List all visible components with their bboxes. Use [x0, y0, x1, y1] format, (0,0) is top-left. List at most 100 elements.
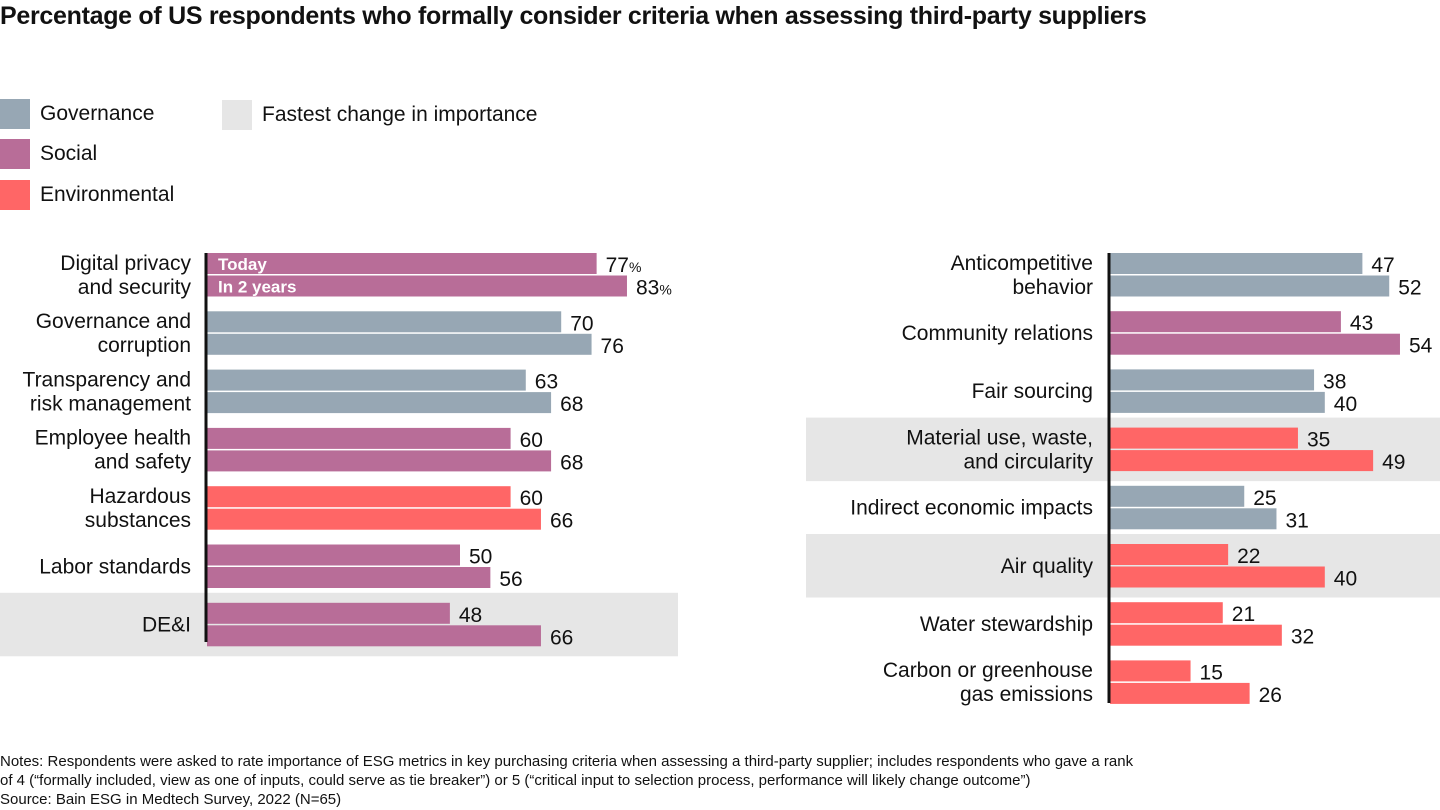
- category-label-line: Carbon or greenhouse: [883, 659, 1093, 682]
- legend-label-social: Social: [40, 142, 98, 165]
- category-label-transparency-and-risk-management: Transparency and risk management: [23, 368, 192, 415]
- bar-employee-health-and-safety-in-2-years: [207, 450, 552, 472]
- category-label-governance-and-corruption: Governance and corruption: [36, 310, 191, 357]
- bar-labor-standards-in-2-years: [207, 567, 491, 588]
- value-label-labor-standards-today: 50: [469, 546, 492, 569]
- category-label-de-i: DE&I: [142, 614, 191, 637]
- category-label-line: Digital privacy: [60, 252, 191, 275]
- category-label-line: Governance and: [36, 310, 191, 333]
- bar-water-stewardship-today: [1110, 602, 1223, 624]
- series-label-today: Today: [218, 255, 267, 274]
- bar-labor-standards-today: [207, 544, 460, 566]
- bar-transparency-and-risk-management-today: [207, 369, 526, 391]
- category-label-line: Material use, waste,: [906, 426, 1093, 449]
- bar-employee-health-and-safety-today: [207, 427, 511, 449]
- percent-sign: %: [629, 259, 641, 275]
- value-label-water-stewardship-in-2-years: 32: [1291, 626, 1314, 649]
- bar-hazardous-substances-in-2-years: [207, 508, 541, 530]
- value-label-transparency-and-risk-management-in-2-years: 68: [560, 393, 583, 416]
- bar-anticompetitive-behavior-in-2-years: [1110, 275, 1390, 297]
- legend-label-governance: Governance: [40, 102, 155, 125]
- category-label-line: Indirect economic impacts: [850, 497, 1093, 520]
- bar-digital-privacy-and-security-in-2-years: [207, 275, 627, 297]
- percent-sign: %: [659, 282, 671, 298]
- value-label-indirect-economic-impacts-today: 25: [1253, 487, 1276, 510]
- left-highlight-layer: [0, 592, 678, 657]
- category-label-line: Fair sourcing: [972, 380, 1093, 403]
- category-label-water-stewardship: Water stewardship: [920, 613, 1093, 636]
- legend-label-environmental: Environmental: [40, 183, 175, 206]
- value-label-fair-sourcing-today: 38: [1323, 370, 1346, 393]
- category-label-line: Community relations: [902, 322, 1093, 345]
- category-label-employee-health-and-safety: Employee health and safety: [35, 427, 192, 474]
- bar-water-stewardship-in-2-years: [1110, 624, 1282, 646]
- category-label-line: and security: [78, 276, 192, 299]
- value-label-material-use-waste-and-circularity-in-2-years: 49: [1382, 451, 1405, 474]
- category-label-line: and safety: [94, 451, 191, 474]
- category-label-line: substances: [85, 509, 191, 532]
- bar-carbon-or-greenhouse-gas-emissions-in-2-years: [1110, 682, 1250, 704]
- legend-label-fastest-change: Fastest change in importance: [262, 103, 538, 126]
- bar-fair-sourcing-today: [1110, 369, 1315, 391]
- bar-fair-sourcing-in-2-years: [1110, 391, 1325, 413]
- value-label-air-quality-in-2-years: 40: [1334, 568, 1357, 591]
- value-label-water-stewardship-today: 21: [1232, 603, 1255, 626]
- category-label-indirect-economic-impacts: Indirect economic impacts: [850, 497, 1093, 520]
- value-label-anticompetitive-behavior-in-2-years: 52: [1398, 277, 1421, 300]
- value-label-transparency-and-risk-management-today: 63: [535, 371, 558, 394]
- value-label-anticompetitive-behavior-today: 47: [1371, 254, 1394, 277]
- bar-air-quality-in-2-years: [1110, 566, 1325, 588]
- bar-digital-privacy-and-security-today: [207, 253, 597, 274]
- value-label-governance-and-corruption-in-2-years: 76: [601, 335, 624, 358]
- bar-governance-and-corruption-in-2-years: [207, 333, 592, 355]
- category-label-line: Labor standards: [39, 555, 191, 578]
- category-label-line: Transparency and: [23, 368, 191, 391]
- category-label-line: Air quality: [1001, 555, 1094, 578]
- category-label-line: behavior: [1012, 276, 1093, 299]
- value-label-community-relations-today: 43: [1350, 312, 1373, 335]
- value-label-fair-sourcing-in-2-years: 40: [1334, 393, 1357, 416]
- value-label-carbon-or-greenhouse-gas-emissions-in-2-years: 26: [1259, 684, 1282, 707]
- highlight-band-de-i: [0, 592, 678, 657]
- legend-swatch-environmental: [0, 180, 30, 210]
- legend-swatch-fastest-change: [222, 100, 252, 130]
- value-label-digital-privacy-and-security-today: 77%: [606, 254, 642, 277]
- value-label-indirect-economic-impacts-in-2-years: 31: [1285, 509, 1308, 532]
- category-label-line: Water stewardship: [920, 613, 1093, 636]
- bar-indirect-economic-impacts-in-2-years: [1110, 508, 1277, 530]
- value-label-labor-standards-in-2-years: 56: [499, 568, 522, 591]
- value-label-digital-privacy-and-security-in-2-years: 83%: [636, 277, 672, 300]
- legend-item-fastest-change: Fastest change in importance: [222, 100, 537, 130]
- value-label-air-quality-today: 22: [1237, 545, 1260, 568]
- value-label-material-use-waste-and-circularity-today: 35: [1307, 429, 1330, 452]
- value-label-governance-and-corruption-today: 70: [570, 312, 593, 335]
- category-label-anticompetitive-behavior: Anticompetitive behavior: [951, 252, 1093, 299]
- category-label-air-quality: Air quality: [1001, 555, 1094, 578]
- value-label-employee-health-and-safety-in-2-years: 68: [560, 451, 583, 474]
- category-label-line: corruption: [98, 334, 191, 357]
- bar-hazardous-substances-today: [207, 486, 511, 508]
- notes-line-1: Notes: Respondents were asked to rate im…: [0, 753, 1134, 770]
- bar-material-use-waste-and-circularity-in-2-years: [1110, 450, 1374, 472]
- legend-swatch-social: [0, 139, 30, 169]
- chart-title: Percentage of US respondents who formall…: [0, 2, 1147, 30]
- category-label-line: Employee health: [35, 427, 191, 450]
- category-label-line: Hazardous: [89, 485, 191, 508]
- value-label-employee-health-and-safety-today: 60: [520, 429, 543, 452]
- legend-item-governance: Governance: [0, 99, 154, 129]
- value-label-hazardous-substances-today: 60: [520, 487, 543, 510]
- source-line: Source: Bain ESG in Medtech Survey, 2022…: [0, 791, 342, 808]
- category-label-line: DE&I: [142, 614, 191, 637]
- value-label-de-i-today: 48: [459, 604, 482, 627]
- legend-item-environmental: Environmental: [0, 180, 174, 210]
- category-label-community-relations: Community relations: [902, 322, 1093, 345]
- value-label-community-relations-in-2-years: 54: [1409, 335, 1433, 358]
- bar-material-use-waste-and-circularity-today: [1110, 427, 1298, 449]
- category-label-digital-privacy-and-security: Digital privacy and security: [60, 252, 191, 299]
- bar-community-relations-in-2-years: [1110, 333, 1400, 355]
- highlight-band-material-use-waste-and-circularity: [806, 417, 1440, 482]
- legend-item-social: Social: [0, 139, 97, 169]
